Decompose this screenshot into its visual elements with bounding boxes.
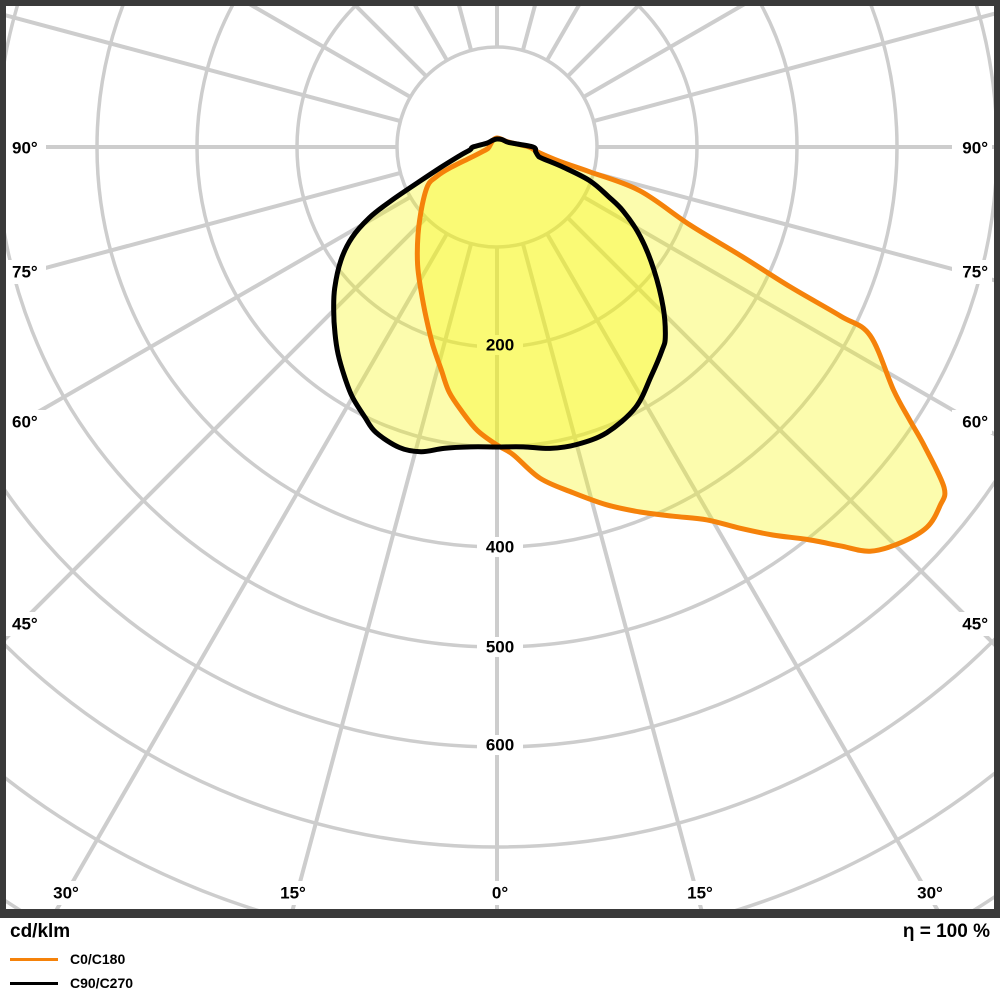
curve-c0-c180 <box>414 135 948 554</box>
efficiency-label: η = 100 % <box>902 921 990 942</box>
grid-labels: 200 400 500 600 90° 75° 60° 45° 30° 15° 0° 15° 30° 45… <box>12 139 988 903</box>
ring-label-gap <box>477 637 523 657</box>
legend-line-c90-c270 <box>10 982 58 985</box>
legend-item-c90-c270: C90/C270 <box>10 975 133 992</box>
ring-value-label: 500 <box>486 638 514 657</box>
angle-label-gap <box>6 260 46 284</box>
angle-label-gap <box>678 881 722 905</box>
legend-label-c90-c270: C90/C270 <box>70 975 134 991</box>
angle-label: 30° <box>917 884 943 903</box>
chart-footer: cd/klm η = 100 % C0/C180 C90/C270 <box>0 917 1000 1000</box>
legend-line-c0-c180 <box>10 958 58 961</box>
curve-strokes <box>331 135 948 554</box>
ring-label-gap <box>477 335 523 355</box>
curve-c90-c270 <box>331 136 668 455</box>
grid-radial-line <box>353 6 428 78</box>
angle-label: 75° <box>12 263 38 282</box>
angle-label: 15° <box>687 884 713 903</box>
angle-label: 90° <box>962 139 988 158</box>
frame-bottom-bar <box>0 909 1000 918</box>
angle-label-gap <box>952 260 992 284</box>
frame-top <box>0 0 1000 6</box>
label-gaps <box>6 136 992 905</box>
legend: C0/C180 C90/C270 <box>10 951 133 992</box>
angle-label: 90° <box>12 139 38 158</box>
frame-left <box>0 0 6 918</box>
unit-label: cd/klm <box>10 921 71 942</box>
frame-right <box>994 0 1000 918</box>
angle-label: 30° <box>53 884 79 903</box>
angle-label-gap <box>908 881 952 905</box>
angle-label: 60° <box>962 413 988 432</box>
ring-label-gap <box>477 735 523 755</box>
angle-label-gap <box>6 136 46 160</box>
angle-label-gap <box>952 612 992 636</box>
ring-value-label: 400 <box>486 538 514 557</box>
angle-label: 75° <box>962 263 988 282</box>
grid-radial-line <box>593 11 994 124</box>
ring-value-label: 200 <box>486 336 514 355</box>
angle-label-gap <box>44 881 88 905</box>
angle-label-gap <box>952 410 992 434</box>
angle-label-gap <box>271 881 315 905</box>
chart-frame <box>0 0 1000 918</box>
fill-c90-c270 <box>333 138 666 452</box>
grid-circle <box>395 45 599 249</box>
angle-label-gap <box>952 136 992 160</box>
angle-label: 15° <box>280 884 306 903</box>
angle-label: 60° <box>12 413 38 432</box>
angle-label: 0° <box>492 884 508 903</box>
grid-circle <box>6 637 994 849</box>
ring-value-label: 600 <box>486 736 514 755</box>
angle-label-gap <box>6 410 46 434</box>
legend-item-c0-c180: C0/C180 <box>10 951 133 968</box>
angle-label: 45° <box>12 615 38 634</box>
legend-label-c0-c180: C0/C180 <box>70 951 126 967</box>
ring-label-gap <box>477 537 523 557</box>
angle-label-gap <box>478 881 522 905</box>
angle-label-gap <box>6 612 46 636</box>
angle-label: 45° <box>962 615 988 634</box>
